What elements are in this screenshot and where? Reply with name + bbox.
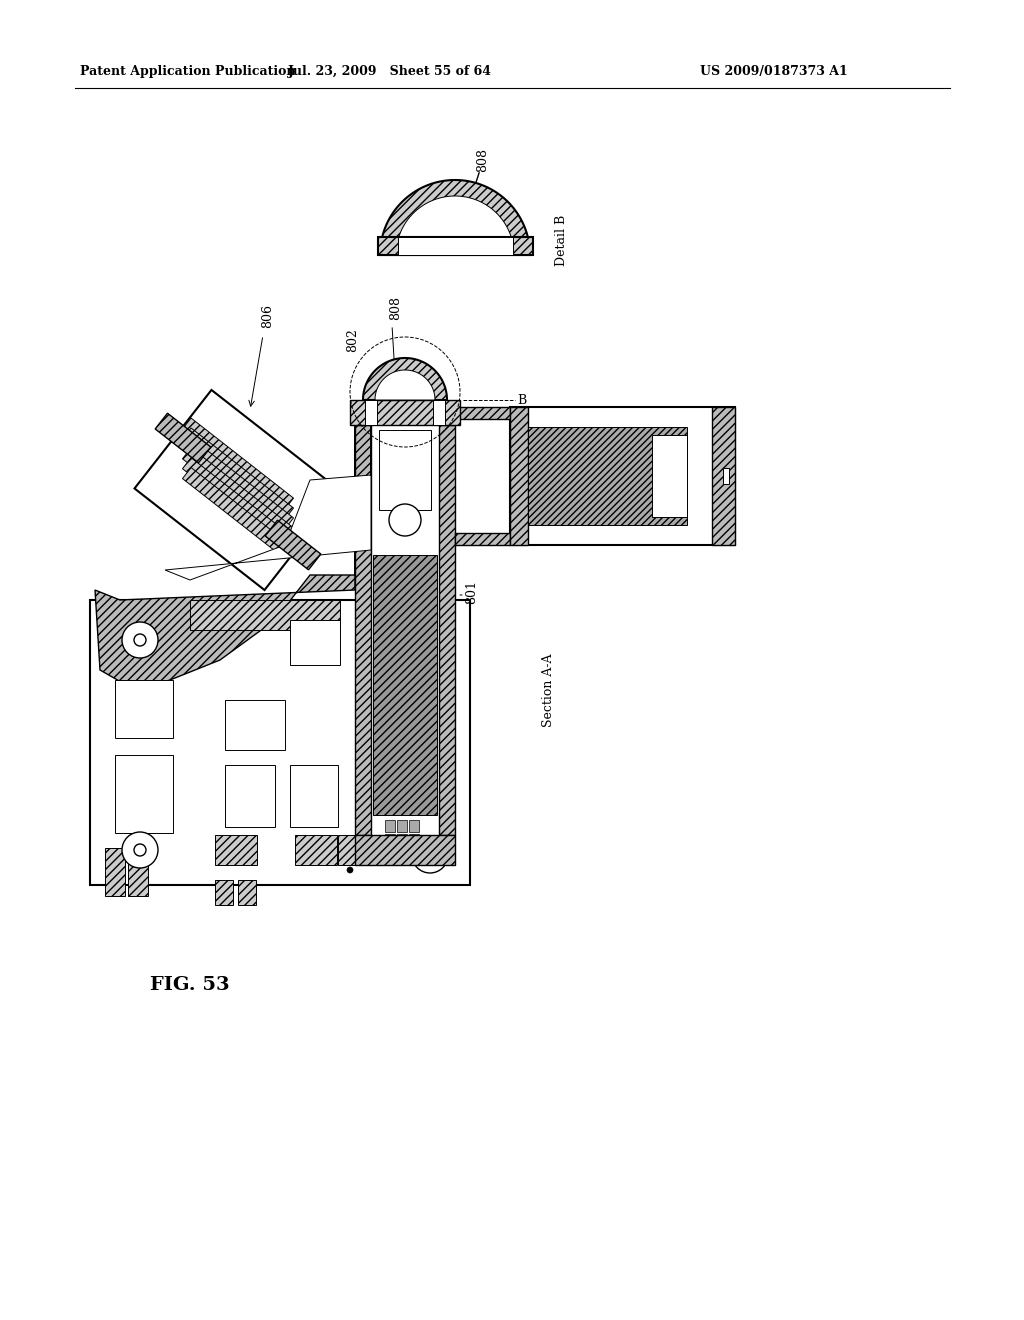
- Bar: [409, 820, 419, 832]
- Text: Patent Application Publication: Patent Application Publication: [80, 66, 296, 78]
- Polygon shape: [380, 180, 530, 255]
- Circle shape: [412, 837, 449, 873]
- Bar: [385, 820, 395, 832]
- Text: 802: 802: [346, 329, 359, 352]
- Bar: [105, 847, 125, 896]
- Text: 801: 801: [465, 579, 478, 605]
- Bar: [225, 766, 275, 828]
- Bar: [397, 820, 407, 832]
- Text: B: B: [517, 393, 526, 407]
- Polygon shape: [182, 467, 294, 558]
- Text: Detail B: Detail B: [555, 214, 568, 265]
- Bar: [238, 880, 256, 906]
- Circle shape: [122, 832, 158, 869]
- Text: 808: 808: [389, 296, 402, 319]
- Bar: [510, 407, 528, 545]
- Text: US 2009/0187373 A1: US 2009/0187373 A1: [700, 66, 848, 78]
- Circle shape: [122, 622, 158, 657]
- Polygon shape: [182, 418, 294, 510]
- Bar: [338, 836, 380, 865]
- Bar: [355, 425, 371, 836]
- Circle shape: [424, 849, 436, 861]
- Bar: [712, 407, 735, 545]
- Bar: [295, 836, 337, 865]
- Bar: [528, 426, 687, 525]
- Circle shape: [389, 504, 421, 536]
- Bar: [397, 834, 407, 846]
- Polygon shape: [156, 413, 211, 463]
- Bar: [510, 407, 735, 545]
- Polygon shape: [134, 389, 341, 590]
- Text: Section A-A: Section A-A: [542, 653, 555, 727]
- Bar: [115, 755, 173, 833]
- Bar: [373, 554, 437, 814]
- Bar: [371, 425, 439, 836]
- Bar: [355, 836, 455, 865]
- Polygon shape: [182, 428, 294, 519]
- Polygon shape: [396, 195, 514, 255]
- Bar: [455, 533, 510, 545]
- Bar: [350, 400, 460, 425]
- Polygon shape: [182, 458, 294, 549]
- Bar: [398, 238, 513, 255]
- Polygon shape: [182, 447, 294, 539]
- Text: 808: 808: [476, 148, 489, 172]
- Polygon shape: [362, 358, 447, 400]
- Bar: [455, 407, 510, 418]
- Polygon shape: [375, 370, 435, 400]
- Bar: [385, 834, 395, 846]
- Bar: [433, 400, 445, 425]
- Bar: [215, 836, 257, 865]
- Polygon shape: [265, 520, 321, 570]
- Text: FIG. 53: FIG. 53: [150, 975, 229, 994]
- Bar: [409, 834, 419, 846]
- Bar: [90, 601, 470, 884]
- Bar: [190, 601, 340, 630]
- Bar: [455, 418, 510, 533]
- Bar: [128, 847, 148, 896]
- Circle shape: [134, 634, 146, 645]
- Polygon shape: [182, 438, 294, 529]
- Polygon shape: [165, 425, 371, 579]
- Circle shape: [347, 867, 353, 873]
- Bar: [290, 620, 340, 665]
- Bar: [378, 238, 534, 255]
- Polygon shape: [95, 425, 355, 690]
- Bar: [439, 425, 455, 836]
- Bar: [379, 430, 431, 510]
- Bar: [225, 700, 285, 750]
- Bar: [365, 400, 377, 425]
- Bar: [115, 680, 173, 738]
- Bar: [290, 766, 338, 828]
- Circle shape: [134, 843, 146, 855]
- Bar: [723, 469, 729, 484]
- Bar: [215, 880, 233, 906]
- Text: Jul. 23, 2009   Sheet 55 of 64: Jul. 23, 2009 Sheet 55 of 64: [288, 66, 492, 78]
- Text: 806: 806: [261, 304, 274, 327]
- Bar: [652, 436, 687, 517]
